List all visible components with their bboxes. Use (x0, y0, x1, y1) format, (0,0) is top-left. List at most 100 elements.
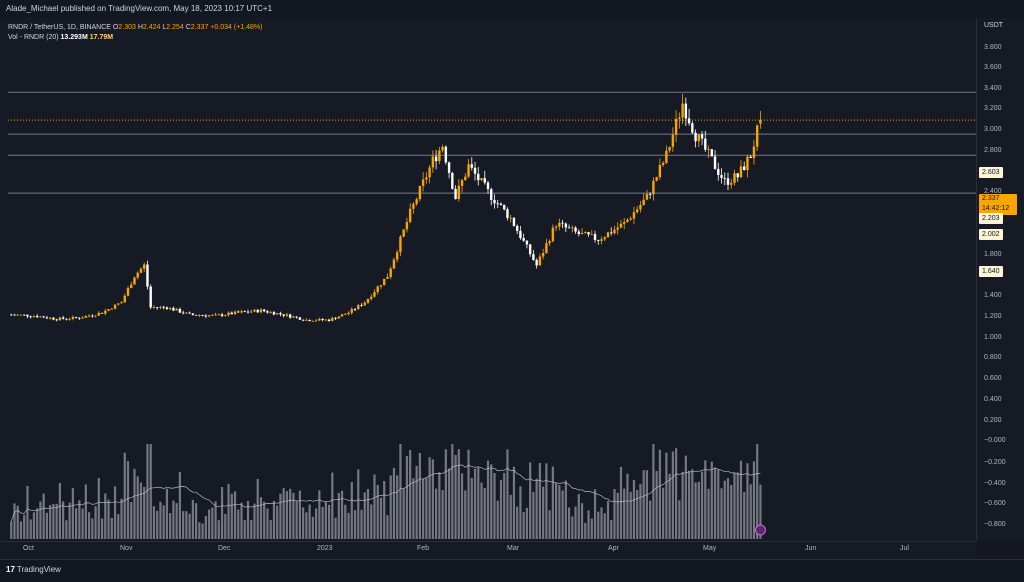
volume-bar (289, 488, 292, 539)
volume-bar (551, 466, 554, 539)
chart-area[interactable] (0, 18, 976, 541)
high-value: 2.424 (142, 24, 161, 31)
volume-bar (152, 506, 156, 539)
volume-bar (733, 472, 736, 539)
volume-bar (113, 486, 117, 539)
time-tick-label: Jul (900, 545, 909, 552)
volume-bar (107, 499, 110, 539)
price-tick-label: 3.600 (984, 64, 1002, 71)
time-axis[interactable] (0, 541, 976, 560)
volume-bar (240, 502, 243, 539)
volume-bar (467, 449, 470, 539)
volume-bar (94, 506, 97, 539)
volume-bar (246, 500, 250, 539)
volume-bar (344, 504, 347, 539)
price-chart[interactable] (0, 18, 976, 541)
price-tick-label: 1.800 (984, 251, 1002, 258)
volume-bar (441, 490, 444, 539)
candle-body (233, 311, 237, 315)
candle-body (720, 174, 723, 179)
volume-bar (337, 492, 340, 539)
price-tick-label: 2.400 (984, 188, 1002, 195)
candle-body (668, 146, 671, 151)
candle-body (464, 176, 467, 181)
price-tick-label: 0.600 (984, 375, 1002, 382)
candle-body (301, 319, 305, 321)
candle-body (444, 146, 448, 163)
candle-body (29, 316, 32, 318)
time-tick-label: Mar (507, 545, 520, 552)
candle-body (655, 177, 658, 181)
candle-body (298, 317, 302, 320)
volume-bar (357, 469, 360, 539)
close-value: 2.337 (190, 24, 209, 31)
candle-body (425, 177, 428, 180)
candle-body (104, 310, 107, 314)
candle-body (188, 312, 191, 314)
volume-bar (162, 505, 165, 539)
time-tick-label: Dec (218, 545, 231, 552)
volume-bar (175, 503, 178, 539)
volume-bar (298, 490, 301, 539)
volume-bar (16, 505, 19, 539)
volume-bar (460, 473, 464, 539)
volume-bar (130, 502, 133, 539)
candle-body (421, 179, 425, 186)
volume-bar (707, 488, 710, 539)
candle-body (515, 225, 519, 231)
candle-body (428, 167, 431, 178)
price-tick-label: −0.800 (984, 521, 1006, 528)
volume-bar (379, 497, 383, 539)
volume-bar (736, 472, 739, 539)
volume-bar (700, 471, 704, 539)
volume-bar (233, 491, 237, 539)
candle-body (678, 117, 681, 119)
volume-legend: Vol - RNDR (20) 13.293M 17.79M (8, 34, 113, 41)
volume-bar (512, 466, 516, 539)
candle-body (152, 307, 156, 309)
candle-body (755, 125, 759, 147)
volume-bar (694, 482, 697, 539)
candle-body (331, 317, 334, 321)
candle-body (700, 134, 704, 139)
candle-body (178, 309, 182, 313)
volume-bar (730, 485, 733, 539)
volume-bar (704, 460, 707, 539)
price-tick-label: 1.400 (984, 292, 1002, 299)
volume-bar (675, 448, 678, 539)
candle-body (480, 178, 483, 181)
candle-body (126, 288, 130, 296)
volume-bar (600, 507, 603, 539)
volume-bar (65, 520, 68, 539)
volume-bar (606, 501, 610, 539)
candle-body (272, 312, 276, 315)
candle-body (263, 309, 266, 312)
candle-body (123, 295, 126, 303)
volume-bar (652, 444, 655, 539)
volume-bar (100, 518, 104, 539)
volume-bar (259, 497, 263, 539)
volume-bar (577, 494, 580, 539)
time-tick-label: Jun (805, 545, 817, 552)
price-axis[interactable] (976, 18, 1024, 541)
candle-body (619, 223, 623, 228)
volume-bar (169, 513, 172, 539)
candle-body (493, 199, 496, 204)
volume-bar (386, 515, 389, 539)
volume-bar (655, 471, 658, 539)
candle-body (259, 309, 263, 313)
volume-bar (81, 508, 84, 539)
candle-countdown: 14:42:12 (982, 205, 1010, 212)
candle-body (571, 227, 574, 229)
volume-bar (334, 517, 337, 539)
volume-bar (10, 521, 13, 539)
candle-body (340, 314, 344, 317)
volume-bar (29, 519, 32, 539)
candle-body (65, 318, 68, 320)
volume-bar (250, 519, 253, 539)
candle-body (558, 222, 561, 227)
volume-bar (292, 492, 295, 539)
candle-body (652, 180, 655, 195)
volume-bar (480, 482, 483, 539)
volume-bar (691, 469, 694, 539)
